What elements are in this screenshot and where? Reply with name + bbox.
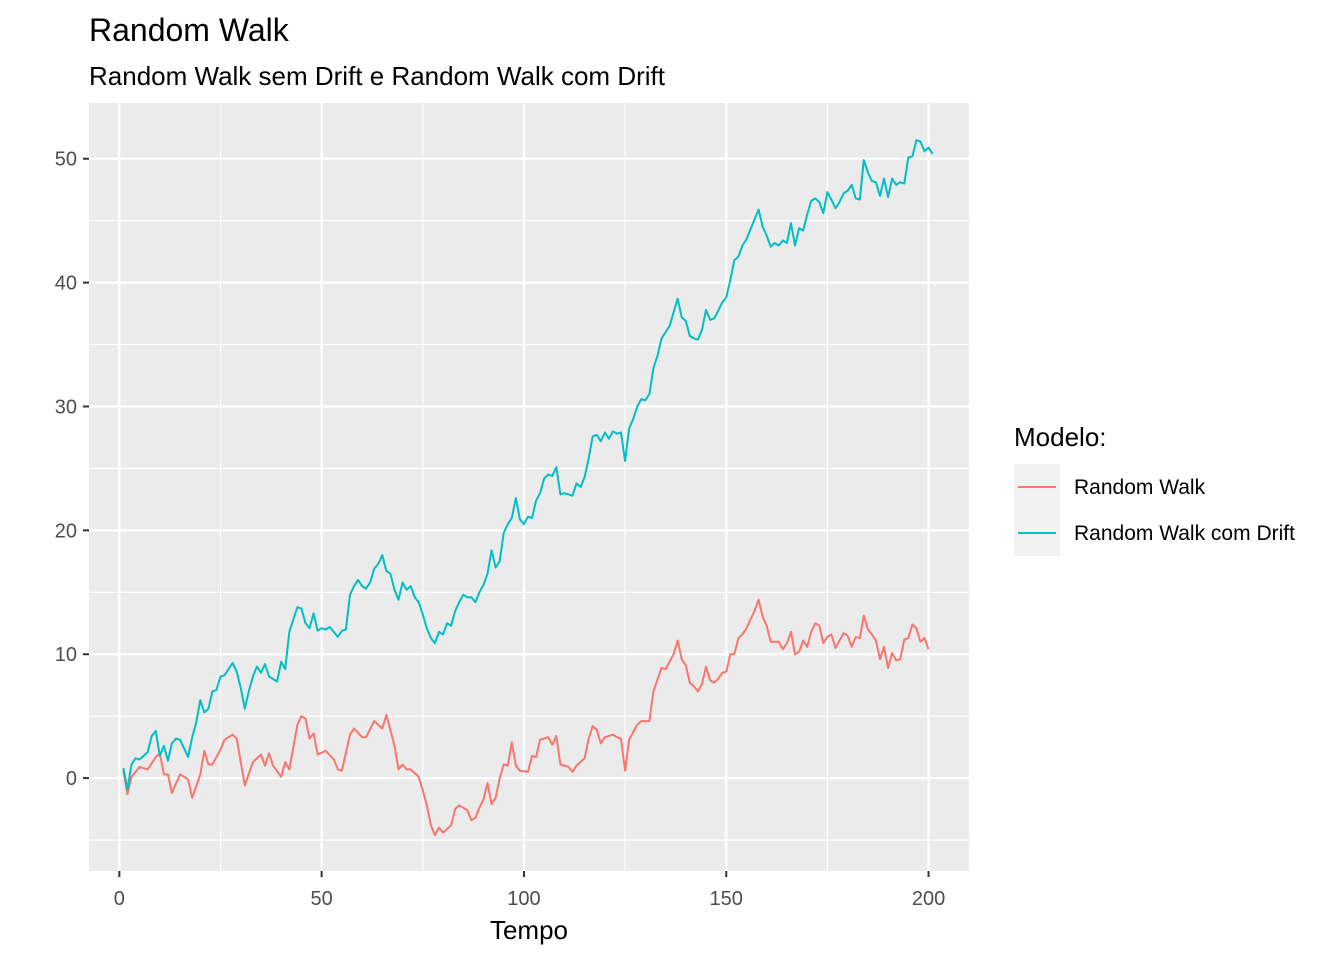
y-axis: 0 10 20 30 40 50 xyxy=(55,149,89,790)
series-line xyxy=(122,598,930,837)
chart-subtitle: Random Walk sem Drift e Random Walk com … xyxy=(89,61,666,91)
series-line xyxy=(122,139,934,791)
x-tick-label: 50 xyxy=(311,888,333,910)
y-tick-label: 50 xyxy=(55,149,77,171)
y-tick-label: 20 xyxy=(55,520,77,542)
x-tick-label: 200 xyxy=(912,888,945,910)
series-lines xyxy=(122,139,934,837)
major-gridlines xyxy=(89,103,969,871)
legend: Modelo: Random Walk Random Walk com Drift xyxy=(1014,422,1295,556)
y-tick-label: 10 xyxy=(55,644,77,666)
y-tick-label: 30 xyxy=(55,396,77,418)
x-axis-title: Tempo xyxy=(490,915,568,945)
legend-label: Random Walk com Drift xyxy=(1074,522,1295,545)
chart-title: Random Walk xyxy=(89,12,290,48)
y-tick-label: 0 xyxy=(66,768,77,790)
x-tick-label: 150 xyxy=(710,888,743,910)
x-axis: 0 50 100 150 200 xyxy=(114,871,945,910)
x-tick-label: 0 xyxy=(114,888,125,910)
x-tick-label: 100 xyxy=(507,888,540,910)
plot-panel xyxy=(89,103,969,871)
minor-gridlines xyxy=(89,103,969,871)
legend-title: Modelo: xyxy=(1014,422,1107,452)
legend-label: Random Walk xyxy=(1074,476,1206,499)
y-tick-label: 40 xyxy=(55,273,77,295)
